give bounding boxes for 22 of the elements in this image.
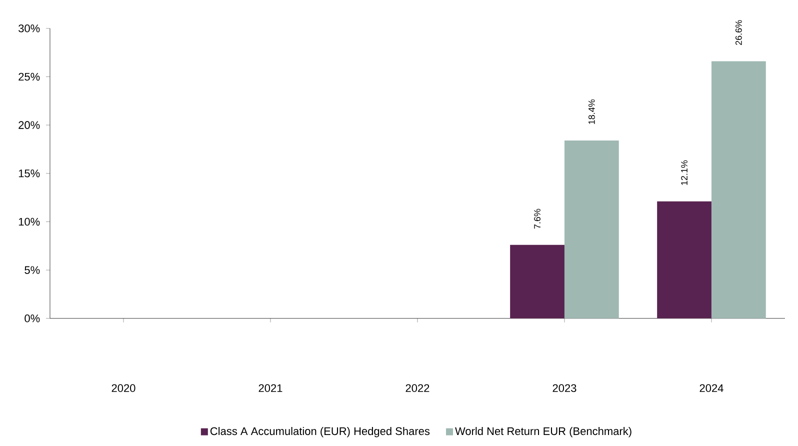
legend-label: World Net Return EUR (Benchmark) <box>455 426 632 438</box>
y-tick-label: 0% <box>24 314 40 322</box>
data-label: 12.1% <box>681 160 688 185</box>
data-label: 7.6% <box>534 208 540 229</box>
x-tick-label: 2021 <box>258 384 282 392</box>
y-tick-label: 30% <box>18 24 40 32</box>
legend-label: Class A Accumulation (EUR) Hedged Shares <box>210 426 430 438</box>
x-tick-label: 2020 <box>112 384 136 392</box>
y-tick-label: 20% <box>18 121 40 129</box>
data-label: 26.6% <box>735 20 742 45</box>
y-tick-label: 25% <box>18 72 40 81</box>
bar <box>564 140 619 318</box>
data-label: 18.4% <box>588 99 595 124</box>
y-tick-label: 5% <box>24 266 40 274</box>
y-tick-label: 10% <box>18 218 40 226</box>
bar <box>510 244 564 318</box>
x-tick-label: 2023 <box>552 384 576 392</box>
bar <box>711 61 766 318</box>
x-tick-label: 2022 <box>406 384 430 392</box>
bar <box>657 201 712 318</box>
y-tick-label: 15% <box>18 170 40 178</box>
x-tick-label: 2024 <box>700 384 724 392</box>
